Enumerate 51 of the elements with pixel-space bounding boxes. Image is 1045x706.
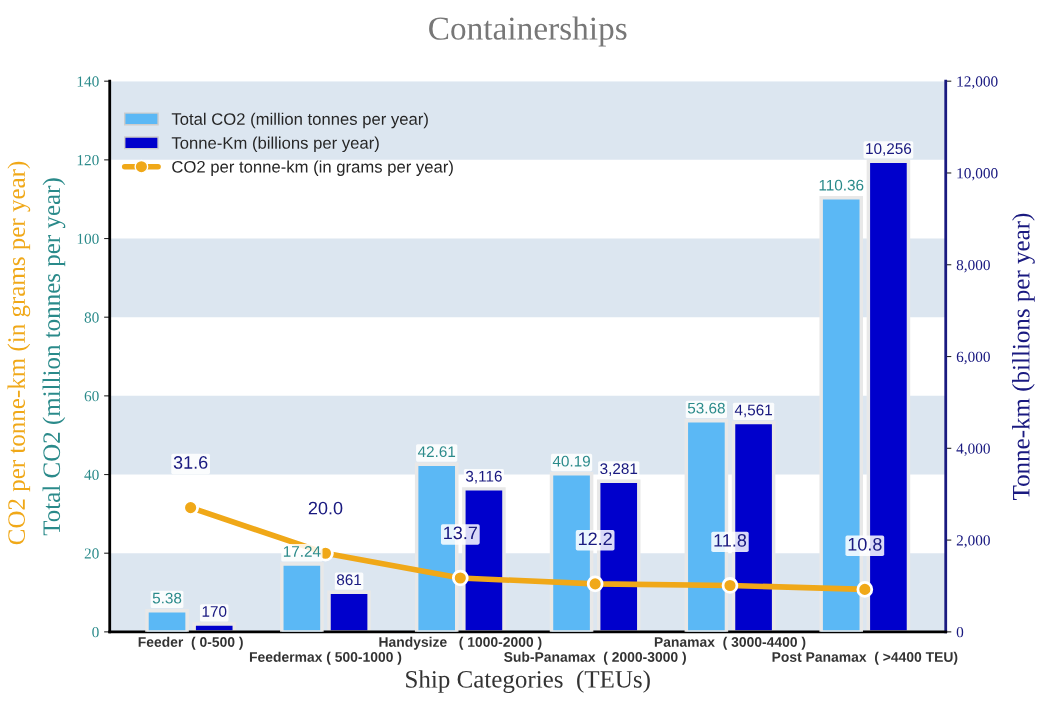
point	[451, 569, 469, 587]
x-tick-label: Feedermax ( 500-1000 )	[249, 651, 402, 665]
y-tick-label: 100	[77, 233, 99, 244]
y-tick-label: 0	[92, 627, 99, 638]
chart-title: Containerships	[429, 16, 627, 47]
data-label: 3,281	[600, 463, 638, 476]
data-label: 53.68	[687, 402, 725, 414]
y-tick-label: 120	[77, 155, 99, 166]
x-tick-label: Feeder ( 0-500 )	[138, 636, 243, 650]
data-label: 42.61	[417, 446, 456, 458]
data-label: 31.6	[173, 456, 208, 469]
y-tick-label: 60	[84, 391, 99, 402]
data-label: 170	[202, 606, 227, 617]
data-label: 4,561	[734, 404, 772, 418]
y-tick-label: 80	[84, 312, 99, 323]
data-label: 10,256	[866, 143, 912, 156]
data-label: 40.19	[552, 455, 590, 467]
data-label: 17.24	[283, 546, 321, 557]
point	[856, 581, 874, 598]
x-axis-title: Ship Categories (TEUs)	[406, 670, 650, 693]
x-tick-label: Handysize ( 1000-2000 )	[379, 636, 542, 650]
y2-tick-label: 6,000	[956, 351, 990, 365]
y-axis-title: Total CO2 (million tonnes per year)	[42, 178, 66, 536]
legend-label: Tonne-Km (billions per year)	[171, 136, 379, 153]
y-tick-label: 20	[84, 548, 99, 559]
y-tick-label: 140	[77, 76, 99, 87]
data-label: 3,116	[465, 470, 502, 484]
point	[721, 577, 739, 594]
data-label: 10.8	[848, 537, 882, 551]
x-tick-label: Sub-Panamax ( 2000-3000 )	[504, 651, 686, 665]
y2-tick-label: 8,000	[956, 259, 990, 273]
y2-tick-label: 10,000	[957, 168, 998, 181]
data-label: 5.38	[152, 592, 182, 604]
y2-tick-label: 12,000	[957, 76, 998, 89]
y2-tick-label: 0	[956, 627, 964, 638]
data-label: 861	[336, 574, 362, 586]
text: CO2 per tonne-km (in grams per year)	[7, 161, 31, 545]
x-tick-label: Post Panamax ( >4400 TEU)	[772, 651, 958, 665]
y-tick-label: 40	[84, 469, 99, 480]
point	[586, 575, 604, 593]
data-label: 11.8	[714, 533, 747, 547]
data-label: 110.36	[819, 179, 864, 191]
data-label: 12.2	[578, 532, 612, 545]
y2-tick-label: 4,000	[956, 443, 990, 456]
x-tick-label: Panamax ( 3000-4400 )	[654, 636, 806, 650]
data-label: 13.7	[444, 526, 477, 540]
legend-label: Total CO2 (million tonnes per year)	[171, 112, 428, 129]
y2-axis-title: Tonne-km (billions per year)	[1012, 213, 1035, 500]
legend-label: CO2 per tonne-km (in grams per year)	[172, 160, 453, 176]
y2-tick-label: 2,000	[956, 535, 990, 548]
data-label: 20.0	[308, 501, 343, 515]
